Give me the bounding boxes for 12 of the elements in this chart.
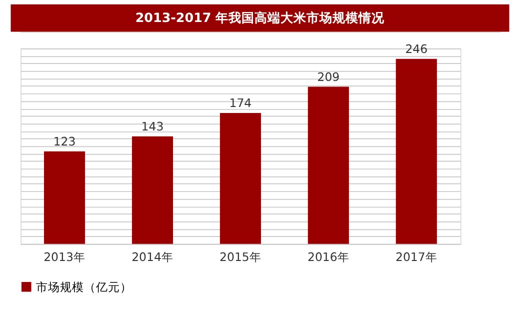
x-tick-label: 2015年: [220, 250, 262, 264]
x-tick-label: 2016年: [308, 250, 350, 264]
x-tick-label: 2013年: [44, 250, 86, 264]
legend-label: 市场规模（亿元）: [36, 280, 132, 294]
x-tick-label: 2014年: [132, 250, 174, 264]
x-tick-label: 2017年: [395, 250, 438, 264]
data-label: 209: [317, 70, 340, 84]
data-label: 143: [141, 119, 164, 134]
data-label: 123: [53, 134, 76, 148]
data-label: 246: [405, 42, 428, 56]
chart-title: 2013-2017 年我国高端大米市场规模情况: [135, 10, 386, 25]
data-label: 174: [229, 96, 252, 110]
